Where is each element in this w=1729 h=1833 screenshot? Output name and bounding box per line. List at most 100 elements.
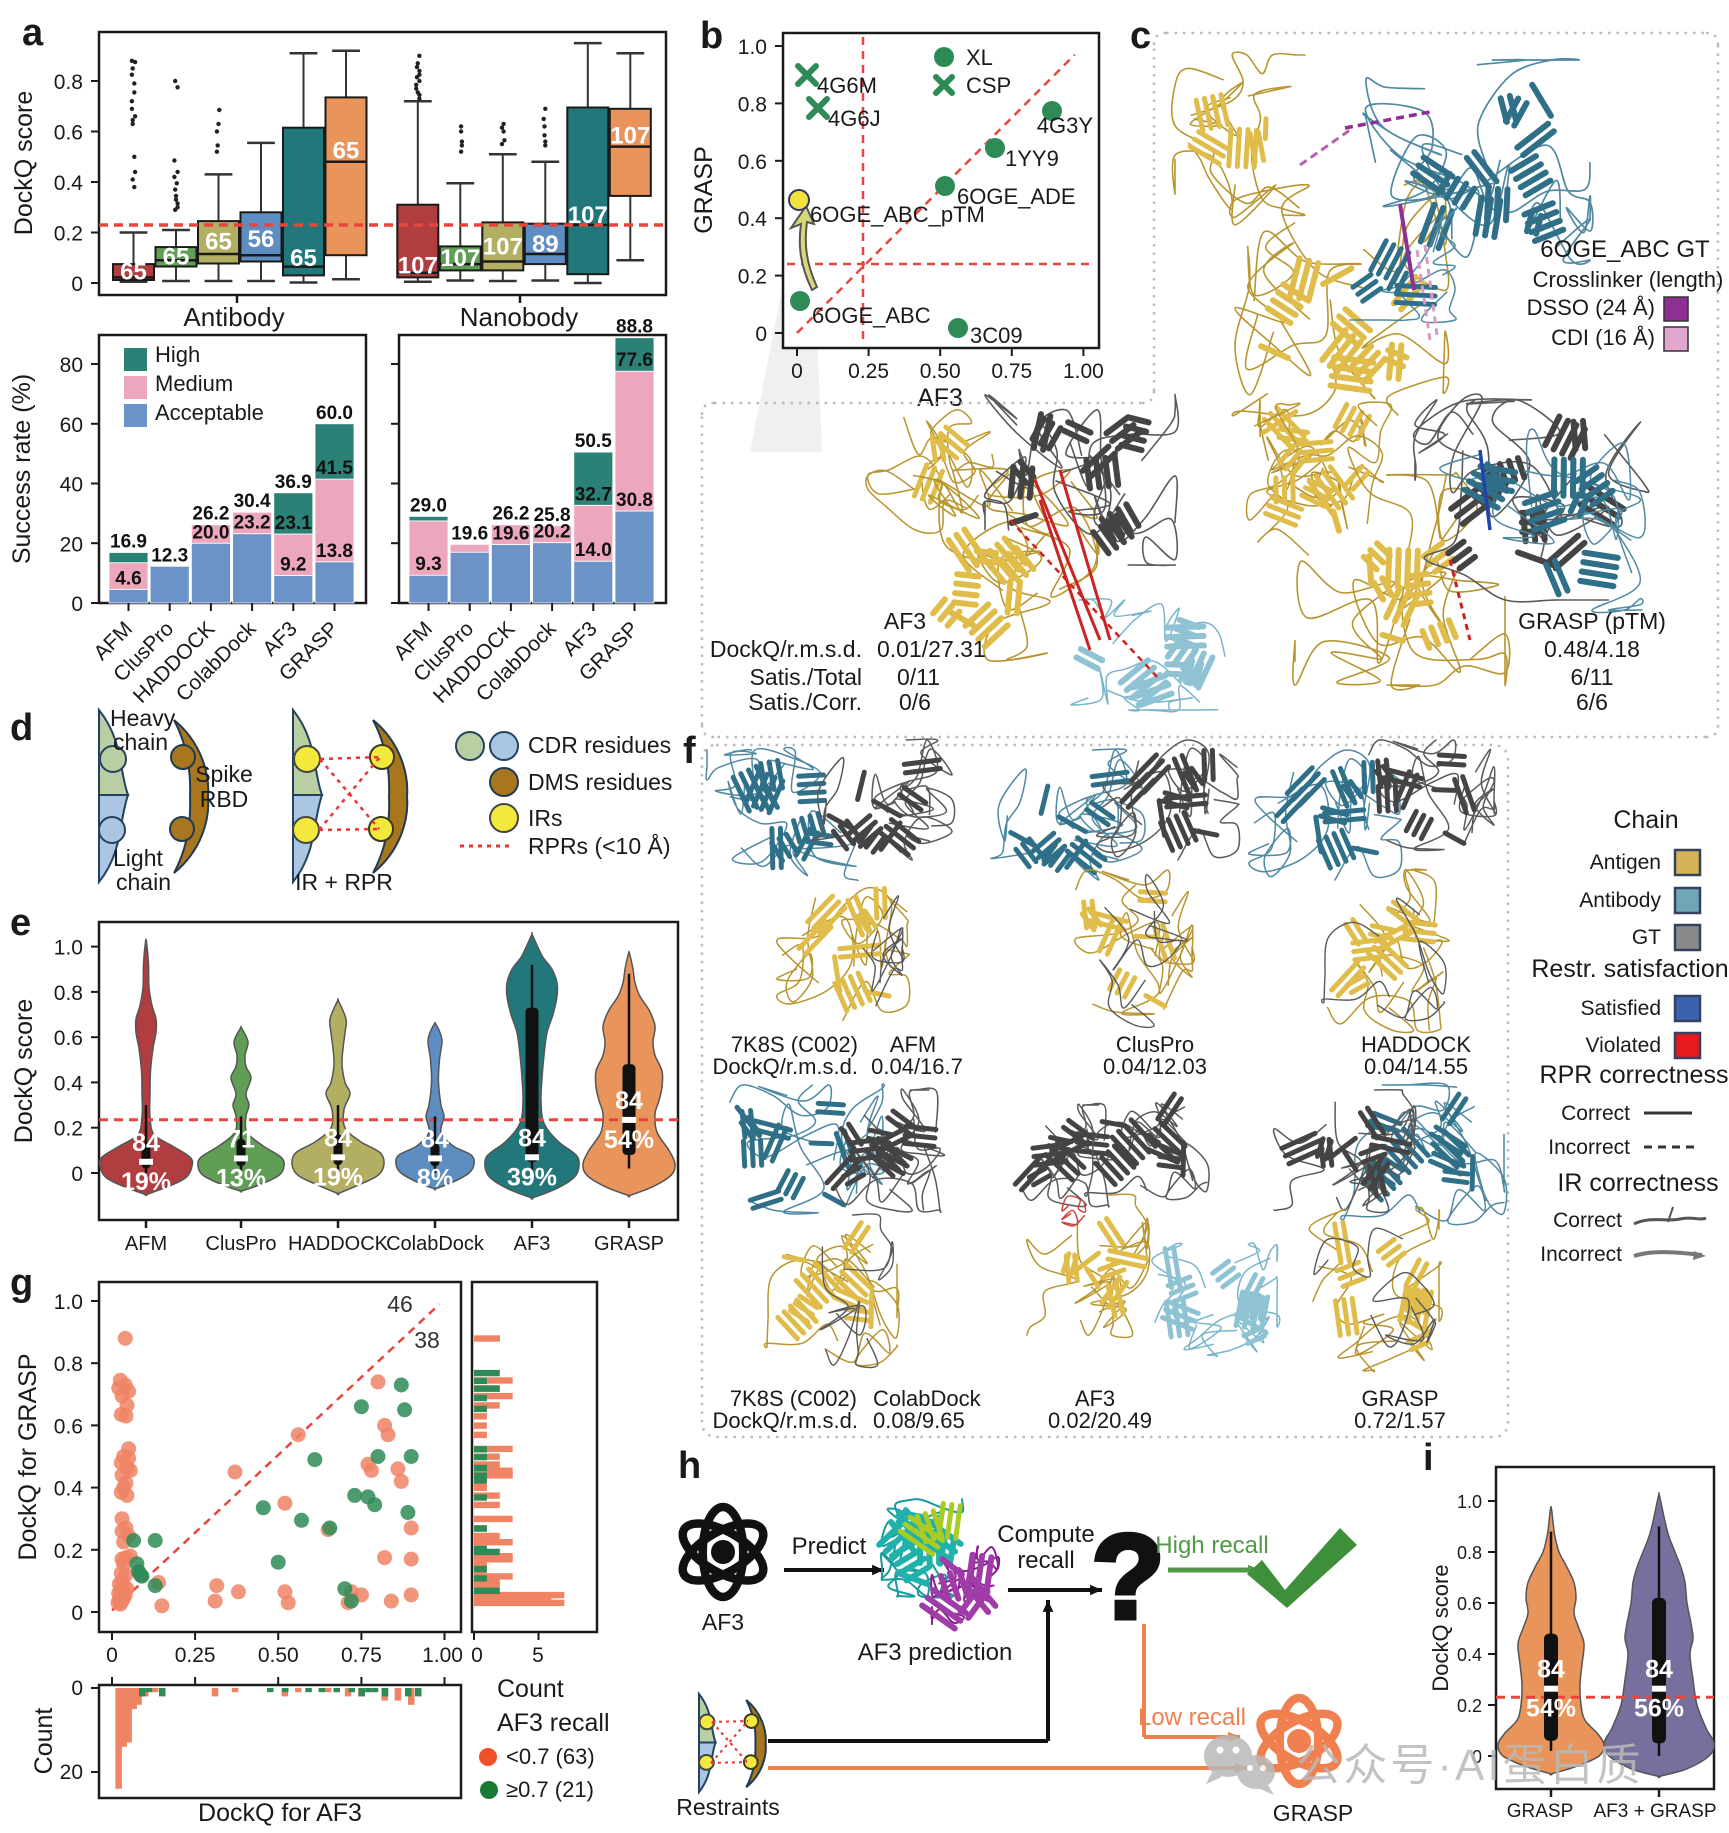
svg-text:0.48/4.18: 0.48/4.18: [1544, 636, 1640, 662]
svg-text:ClusPro: ClusPro: [205, 1233, 276, 1255]
svg-text:e: e: [10, 902, 31, 944]
svg-text:Correct: Correct: [1561, 1102, 1630, 1125]
svg-text:56%: 56%: [1634, 1695, 1684, 1723]
svg-text:80: 80: [60, 354, 83, 377]
svg-text:19.6: 19.6: [451, 523, 488, 544]
svg-text:AF3: AF3: [514, 1233, 551, 1255]
svg-text:9.3: 9.3: [415, 554, 441, 575]
svg-text:a: a: [22, 12, 44, 54]
svg-text:Restr. satisfaction: Restr. satisfaction: [1531, 955, 1728, 983]
svg-text:RPRs (<10 Å): RPRs (<10 Å): [528, 832, 671, 859]
svg-text:Medium: Medium: [155, 371, 233, 396]
svg-text:84: 84: [132, 1129, 160, 1157]
svg-text:High recall: High recall: [1155, 1532, 1268, 1559]
svg-text:77.6: 77.6: [616, 350, 653, 371]
svg-text:GRASP (pTM): GRASP (pTM): [1518, 608, 1666, 634]
svg-text:84: 84: [1537, 1656, 1565, 1684]
svg-text:0.6: 0.6: [54, 1027, 83, 1050]
svg-text:CDI (16 Å): CDI (16 Å): [1551, 325, 1655, 350]
svg-text:RPR correctness: RPR correctness: [1540, 1061, 1729, 1089]
svg-text:公众号·AI蛋白质: 公众号·AI蛋白质: [1296, 1741, 1643, 1790]
svg-text:1.00: 1.00: [1063, 360, 1104, 383]
svg-text:89: 89: [532, 231, 559, 258]
svg-text:0.6: 0.6: [54, 122, 83, 145]
svg-text:IRs: IRs: [528, 805, 563, 831]
svg-text:i: i: [1423, 1437, 1434, 1479]
svg-text:13.8: 13.8: [316, 541, 353, 562]
svg-text:65: 65: [290, 245, 317, 272]
svg-text:0: 0: [471, 1644, 483, 1667]
svg-text:6OGE_ABC GT: 6OGE_ABC GT: [1540, 236, 1710, 263]
svg-text:DockQ score: DockQ score: [10, 91, 38, 235]
svg-text:29.0: 29.0: [410, 495, 447, 516]
svg-text:0.4: 0.4: [738, 208, 768, 231]
svg-text:3C09: 3C09: [970, 323, 1023, 348]
svg-text:0.75: 0.75: [341, 1644, 382, 1667]
svg-text:23.1: 23.1: [275, 513, 312, 534]
svg-text:1.0: 1.0: [1457, 1492, 1482, 1512]
svg-text:0.25: 0.25: [175, 1644, 216, 1667]
svg-text:107: 107: [483, 233, 523, 260]
svg-text:Nanobody: Nanobody: [460, 302, 579, 332]
svg-text:RBD: RBD: [200, 786, 249, 812]
svg-text:Incorrect: Incorrect: [1548, 1136, 1630, 1159]
svg-text:chain: chain: [116, 869, 171, 895]
svg-text:c: c: [1130, 15, 1151, 57]
svg-text:4G6J: 4G6J: [828, 106, 881, 131]
svg-text:6/11: 6/11: [1570, 664, 1613, 690]
svg-text:0: 0: [755, 323, 767, 346]
svg-text:0.50: 0.50: [920, 360, 961, 383]
svg-text:84: 84: [324, 1124, 352, 1152]
svg-text:GRASP: GRASP: [1273, 1800, 1354, 1826]
svg-text:DMS residues: DMS residues: [528, 769, 672, 795]
svg-text:Low recall: Low recall: [1138, 1704, 1246, 1731]
svg-text:GRASP: GRASP: [594, 1233, 664, 1255]
svg-text:0.01/27.31: 0.01/27.31: [877, 636, 986, 662]
svg-text:20: 20: [60, 533, 83, 556]
svg-text:9.2: 9.2: [280, 555, 306, 576]
svg-text:DockQ for AF3: DockQ for AF3: [198, 1799, 362, 1827]
svg-text:6OGE_ABC_pTM: 6OGE_ABC_pTM: [810, 202, 985, 227]
svg-text:0.02/20.49: 0.02/20.49: [1048, 1408, 1152, 1433]
svg-text:88.8: 88.8: [616, 317, 653, 338]
svg-text:107: 107: [398, 252, 438, 279]
svg-text:GRASP: GRASP: [690, 146, 718, 234]
svg-text:Heavy: Heavy: [110, 705, 176, 731]
svg-text:GRASP: GRASP: [1507, 1801, 1574, 1822]
svg-text:0.72/1.57: 0.72/1.57: [1354, 1408, 1446, 1433]
svg-text:0.6: 0.6: [738, 151, 767, 174]
svg-text:d: d: [10, 707, 33, 749]
svg-text:0.04/12.03: 0.04/12.03: [1103, 1054, 1207, 1079]
svg-text:1.00: 1.00: [422, 1644, 463, 1667]
svg-text:0/11: 0/11: [897, 664, 940, 690]
svg-text:1.0: 1.0: [738, 36, 767, 59]
svg-text:65: 65: [120, 259, 147, 286]
svg-text:8%: 8%: [417, 1164, 453, 1192]
svg-text:0: 0: [71, 593, 83, 616]
svg-text:60: 60: [60, 414, 83, 437]
svg-text:XL: XL: [966, 45, 993, 70]
svg-text:0.2: 0.2: [54, 1118, 83, 1141]
svg-text:54%: 54%: [1526, 1695, 1576, 1723]
svg-text:107: 107: [440, 245, 480, 272]
svg-text:19%: 19%: [121, 1168, 171, 1196]
svg-text:DockQ score: DockQ score: [1428, 1564, 1453, 1691]
svg-text:0.4: 0.4: [54, 172, 84, 195]
svg-text:0.6: 0.6: [54, 1415, 83, 1438]
svg-text:CSP: CSP: [966, 73, 1011, 98]
svg-text:39%: 39%: [507, 1163, 557, 1191]
svg-text:Success rate (%): Success rate (%): [8, 374, 36, 564]
svg-text:Satis./Corr.: Satis./Corr.: [748, 689, 862, 715]
svg-text:1YY9: 1YY9: [1005, 146, 1059, 171]
svg-text:0.75: 0.75: [991, 360, 1032, 383]
svg-text:f: f: [683, 730, 696, 772]
svg-text:0: 0: [71, 1602, 83, 1625]
svg-text:CDR residues: CDR residues: [528, 732, 671, 758]
svg-text:Compute: Compute: [997, 1521, 1094, 1548]
svg-text:?: ?: [1091, 1510, 1164, 1644]
svg-text:g: g: [10, 1262, 33, 1304]
svg-text:40: 40: [60, 474, 83, 497]
svg-text:≥0.7 (21): ≥0.7 (21): [506, 1777, 594, 1802]
svg-text:Restraints: Restraints: [676, 1794, 780, 1820]
svg-text:0: 0: [71, 1163, 83, 1186]
